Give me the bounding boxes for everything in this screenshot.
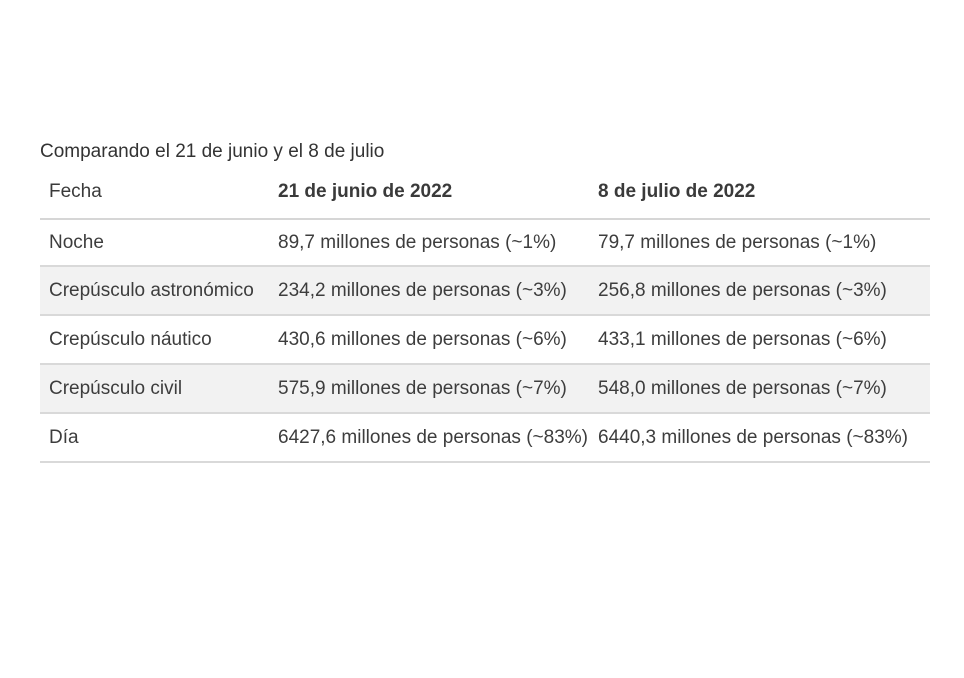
row-value-date-2: 79,7 millones de personas (~1%): [598, 219, 930, 267]
row-label: Noche: [40, 219, 268, 267]
row-value-date-2: 433,1 millones de personas (~6%): [598, 315, 930, 365]
row-label: Día: [40, 413, 268, 463]
row-value-date-1: 6427,6 millones de personas (~83%): [268, 413, 598, 463]
header-fecha: Fecha: [40, 171, 268, 220]
table-caption: Comparando el 21 de junio y el 8 de juli…: [40, 141, 385, 162]
row-value-date-1: 575,9 millones de personas (~7%): [268, 364, 598, 414]
comparison-section: Comparando el 21 de junio y el 8 de juli…: [40, 137, 930, 463]
header-date-2: 8 de julio de 2022: [598, 171, 930, 220]
header-date-1: 21 de junio de 2022: [268, 171, 598, 220]
row-label: Crepúsculo astronómico: [40, 266, 268, 316]
row-value-date-2: 256,8 millones de personas (~3%): [598, 266, 930, 316]
comparison-table: Fecha 21 de junio de 2022 8 de julio de …: [40, 171, 930, 463]
table-row: Día 6427,6 millones de personas (~83%) 6…: [40, 413, 930, 463]
row-value-date-1: 430,6 millones de personas (~6%): [268, 315, 598, 365]
row-value-date-1: 89,7 millones de personas (~1%): [268, 219, 598, 267]
row-label: Crepúsculo náutico: [40, 315, 268, 365]
table-row: Crepúsculo civil 575,9 millones de perso…: [40, 364, 930, 414]
row-value-date-1: 234,2 millones de personas (~3%): [268, 266, 598, 316]
table-row: Crepúsculo astronómico 234,2 millones de…: [40, 266, 930, 316]
table-row: Noche 89,7 millones de personas (~1%) 79…: [40, 219, 930, 267]
row-value-date-2: 548,0 millones de personas (~7%): [598, 364, 930, 414]
row-value-date-2: 6440,3 millones de personas (~83%): [598, 413, 930, 463]
table-row: Crepúsculo náutico 430,6 millones de per…: [40, 315, 930, 365]
table-header-row: Fecha 21 de junio de 2022 8 de julio de …: [40, 171, 930, 220]
row-label: Crepúsculo civil: [40, 364, 268, 414]
